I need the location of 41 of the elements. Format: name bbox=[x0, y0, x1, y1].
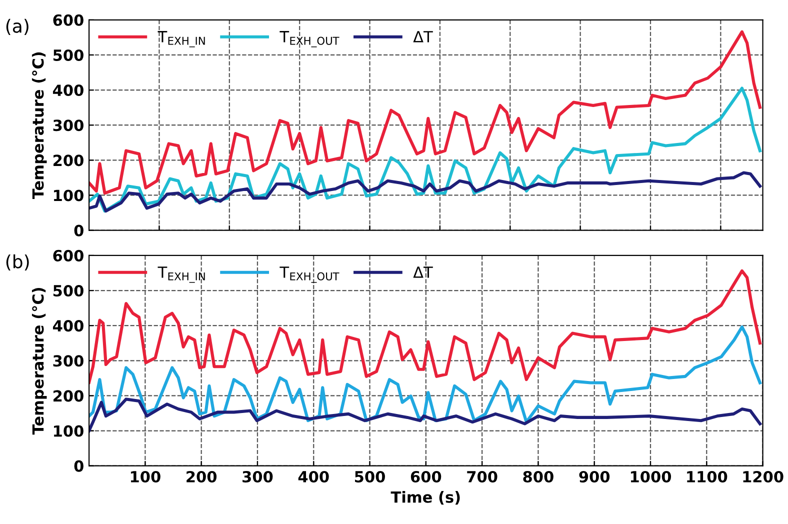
x-tick-label: 1100 bbox=[687, 470, 728, 483]
y-axis-title: Temperature (°C) bbox=[32, 288, 47, 435]
y-axis-title: Temperature (°C) bbox=[32, 52, 47, 200]
x-tick-label: 500 bbox=[355, 470, 385, 483]
line-series bbox=[89, 398, 762, 432]
y-tick-label: 300 bbox=[53, 355, 84, 367]
x-tick-label: 200 bbox=[186, 470, 217, 483]
legend-label: ΔT bbox=[413, 31, 433, 42]
y-tick-label: 100 bbox=[54, 425, 84, 437]
y-tick-label: 200 bbox=[54, 154, 84, 166]
legend-label: ΔT bbox=[413, 266, 433, 278]
y-tick-label: 400 bbox=[52, 84, 84, 96]
x-tick-label: 900 bbox=[579, 470, 610, 483]
y-tick-label: 0 bbox=[74, 224, 84, 236]
x-tick-label: 800 bbox=[523, 470, 554, 483]
y-tick-label: 0 bbox=[74, 460, 84, 472]
x-tick-label: 1200 bbox=[743, 470, 784, 483]
legend-label: T$_{EXH_IN}$ bbox=[158, 266, 205, 283]
line-series bbox=[89, 30, 762, 195]
legend-label: T$_{EXH_IN}$ bbox=[158, 31, 205, 48]
y-tick-label: 400 bbox=[52, 320, 84, 332]
legend-label: T$_{EXH_OUT}$ bbox=[280, 266, 340, 283]
x-tick-label: 600 bbox=[410, 470, 442, 483]
y-tick-label: 300 bbox=[53, 120, 84, 132]
chart-title: (b) bbox=[6, 254, 29, 271]
chart-title: (a) bbox=[6, 18, 28, 35]
x-tick-label: 700 bbox=[467, 470, 498, 483]
y-tick-label: 600 bbox=[53, 250, 84, 262]
x-axis-title: Time (s) bbox=[390, 491, 460, 505]
x-tick-label: 100 bbox=[130, 470, 160, 483]
x-tick-label: 300 bbox=[242, 470, 273, 483]
y-tick-label: 500 bbox=[53, 284, 84, 297]
y-tick-label: 600 bbox=[53, 14, 84, 26]
legend-label: T$_{EXH_OUT}$ bbox=[280, 31, 340, 48]
line-series bbox=[89, 325, 762, 424]
y-tick-label: 100 bbox=[54, 190, 84, 202]
line-series bbox=[89, 171, 762, 213]
y-tick-label: 500 bbox=[53, 49, 84, 61]
x-tick-label: 400 bbox=[298, 470, 329, 483]
y-tick-label: 200 bbox=[54, 390, 84, 402]
x-tick-label: 1000 bbox=[630, 470, 672, 483]
